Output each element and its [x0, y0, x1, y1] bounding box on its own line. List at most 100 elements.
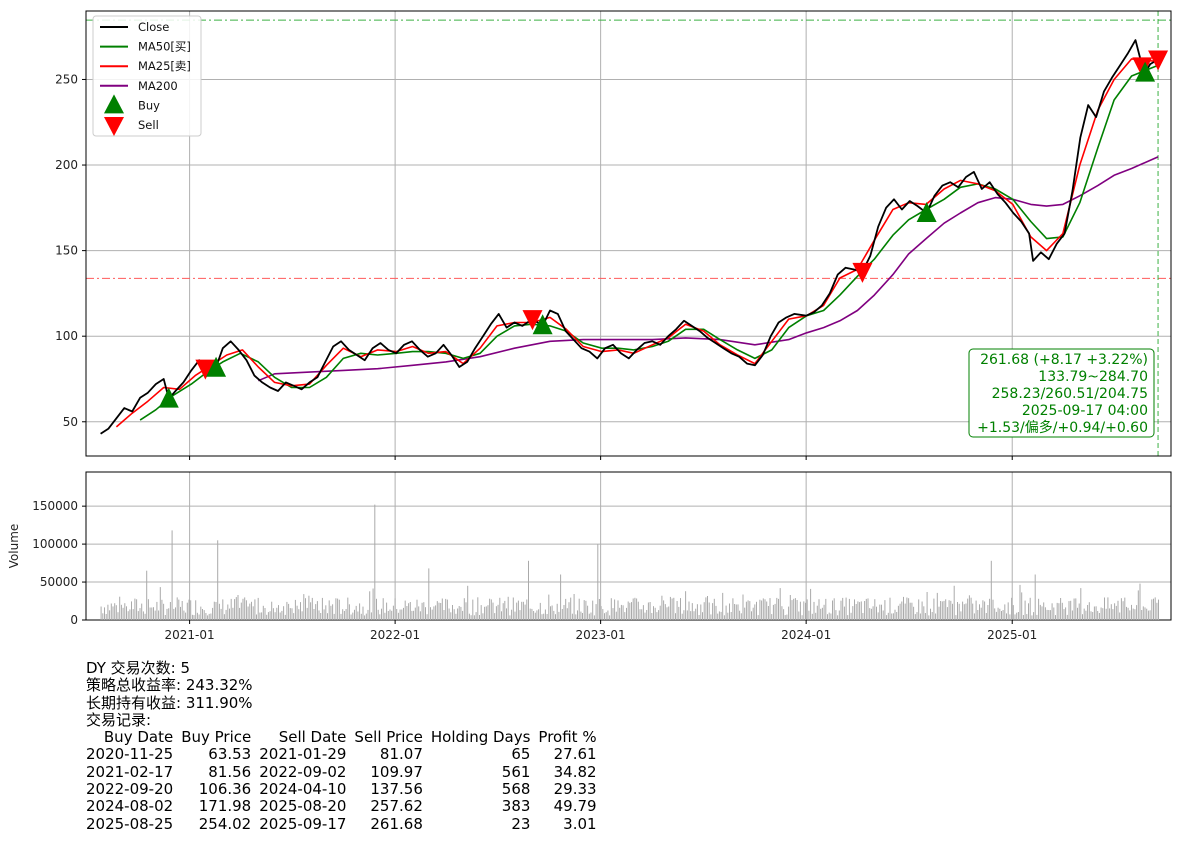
- volume-bar: [558, 611, 560, 620]
- volume-bar: [132, 609, 134, 620]
- volume-bar: [600, 606, 602, 620]
- volume-bar: [262, 605, 264, 620]
- series-line-close: [100, 39, 1159, 435]
- volume-bar: [195, 600, 197, 620]
- volume-bar: [186, 602, 188, 620]
- volume-bar: [1110, 604, 1112, 620]
- volume-bar: [401, 609, 403, 620]
- volume-bar: [548, 594, 550, 620]
- volume-bar: [578, 598, 580, 620]
- volume-bar: [749, 601, 751, 620]
- volume-bar: [484, 606, 486, 620]
- legend-label: MA25[卖]: [138, 59, 191, 73]
- volume-bar: [1127, 607, 1129, 620]
- volume-bar: [1063, 609, 1065, 620]
- trades-column-header: Buy Date: [103, 728, 174, 747]
- volume-bar: [636, 598, 638, 620]
- volume-bar: [556, 603, 558, 620]
- volume-bar: [462, 610, 464, 620]
- volume-bar: [1046, 609, 1048, 620]
- volume-bar: [703, 602, 705, 620]
- volume-bar: [225, 609, 227, 620]
- volume-bar: [1012, 605, 1014, 620]
- buy-marker: [206, 356, 227, 377]
- volume-bar: [1119, 612, 1121, 620]
- volume-bar: [212, 607, 214, 620]
- legend-label: Sell: [138, 118, 159, 132]
- volume-bar: [659, 605, 661, 620]
- volume-bar: [350, 614, 352, 620]
- volume-bar: [497, 604, 499, 620]
- volume-bar: [384, 612, 386, 620]
- volume-bar: [306, 607, 308, 620]
- volume-bar: [284, 614, 286, 620]
- volume-bar: [943, 600, 945, 620]
- volume-bar: [1158, 599, 1159, 620]
- volume-bar: [482, 613, 484, 620]
- volume-bar: [690, 611, 692, 620]
- volume-bar: [588, 613, 590, 620]
- volume-bar: [330, 605, 332, 620]
- volume-bar: [818, 599, 820, 620]
- volume-bar: [803, 601, 805, 620]
- volume-bar: [436, 601, 438, 620]
- volume-bar: [573, 594, 575, 620]
- volume-bar: [676, 601, 678, 620]
- volume-bar: [156, 601, 158, 620]
- table-cell: 2025-08-25: [86, 814, 174, 833]
- table-cell: 2022-09-20: [86, 780, 174, 799]
- volume-bar: [247, 606, 249, 620]
- volume-bar: [566, 608, 568, 620]
- volume-bar: [1007, 602, 1009, 620]
- volume-bar: [553, 610, 555, 620]
- volume-bar: [161, 599, 163, 620]
- volume-bar: [997, 607, 999, 620]
- volume-bar: [541, 614, 543, 620]
- volume-bar: [220, 608, 222, 620]
- volume-bar: [259, 612, 261, 620]
- legend-buy-icon: [104, 94, 124, 114]
- volume-bar: [337, 598, 339, 620]
- volume-bar: [980, 607, 982, 620]
- volume-bar: [838, 610, 840, 620]
- volume-bar: [374, 504, 376, 620]
- volume-bar: [370, 612, 372, 620]
- volume-bar: [854, 599, 855, 620]
- info-line: 261.68 (+8.17 +3.22%): [980, 352, 1148, 368]
- info-line: 133.79~284.70: [1038, 369, 1148, 385]
- volume-bar: [1087, 605, 1089, 620]
- volume-bar: [909, 602, 911, 620]
- volume-bar: [717, 613, 719, 620]
- volume-bar: [930, 608, 931, 620]
- volume-bar: [1026, 614, 1028, 620]
- volume-bar: [994, 608, 996, 620]
- volume-bar: [1105, 608, 1107, 620]
- volume-bar: [745, 601, 747, 620]
- volume-bar: [919, 613, 921, 620]
- volume-bar: [972, 603, 974, 620]
- volume-bar: [1044, 607, 1046, 620]
- legend-label: Buy: [138, 98, 160, 112]
- volume-bar: [995, 611, 997, 620]
- volume-bar: [1006, 613, 1007, 620]
- volume-bar: [615, 611, 617, 620]
- volume-bar: [761, 600, 763, 620]
- volume-bar: [1147, 610, 1149, 620]
- volume-bar: [1073, 598, 1075, 620]
- volume-bar: [1065, 607, 1067, 620]
- table-cell: 137.56: [370, 780, 423, 799]
- volume-bar: [198, 614, 200, 620]
- table-cell: 257.62: [370, 797, 423, 816]
- volume-bar: [301, 611, 303, 620]
- volume-bar: [367, 609, 369, 620]
- volume-bar: [580, 611, 582, 620]
- volume-bar: [1078, 603, 1080, 620]
- volume-bar: [249, 603, 251, 620]
- price-ytick-label: 50: [63, 415, 78, 429]
- volume-bar: [870, 608, 872, 620]
- volume-bar: [122, 607, 124, 620]
- volume-bar: [180, 606, 181, 620]
- volume-bar: [448, 608, 450, 620]
- table-row: 2022-09-20 106.36 2024-04-10 137.56 568 29.33: [86, 780, 597, 799]
- volume-bar: [1004, 604, 1006, 620]
